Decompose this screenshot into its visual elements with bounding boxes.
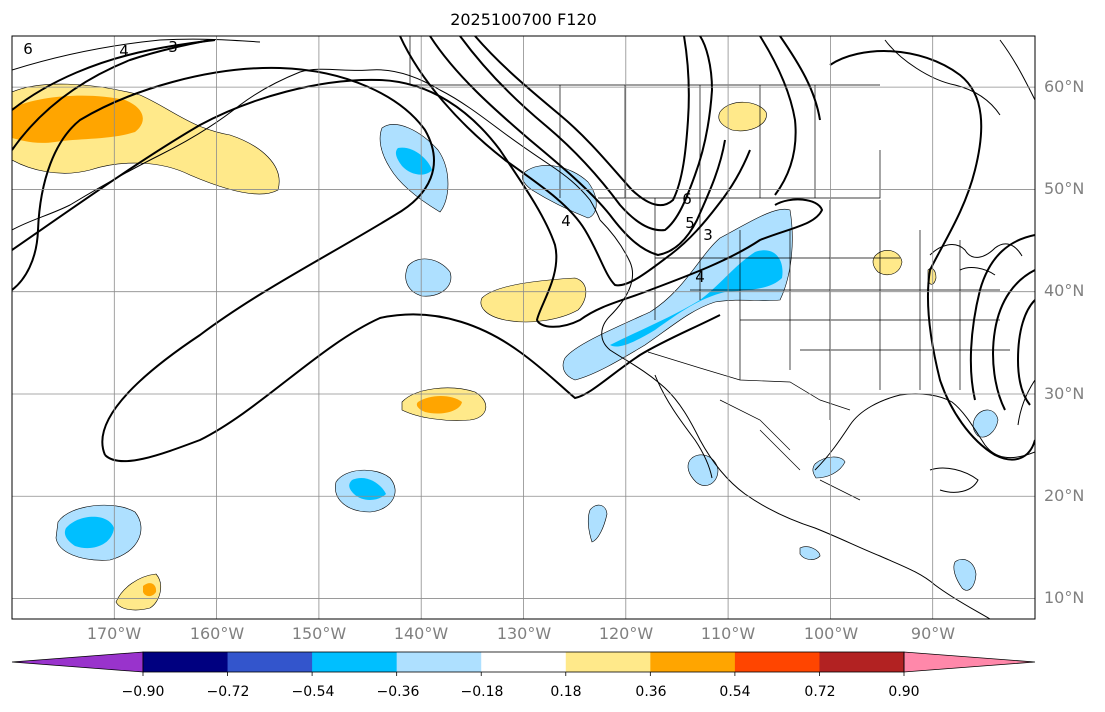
lon-label: 140°W: [393, 624, 449, 643]
canada-provinces: [559, 84, 880, 198]
colorbar-frame: [142, 651, 905, 673]
lon-label: 130°W: [496, 624, 552, 643]
contours: [12, 36, 1035, 463]
canada-us-border: [598, 150, 881, 199]
map-frame: [11, 35, 1036, 620]
coastlines: [12, 38, 1035, 619]
contour-ridge-east: [759, 36, 821, 196]
mexico-states: [719, 399, 861, 501]
borders: [409, 36, 1010, 501]
contour-label: 6: [682, 190, 692, 208]
contour-label: 3: [703, 226, 713, 244]
shade-orange-bering: [12, 95, 143, 143]
map-title: 2025100700 F120: [450, 10, 597, 29]
shade-orange-10n: [143, 583, 157, 597]
contour-trough-5: [474, 36, 690, 207]
lon-label: 110°W: [700, 624, 756, 643]
colorbar-segment: [396, 652, 482, 672]
colorbar-segment: [819, 652, 905, 672]
colorbar-segment: [143, 652, 229, 672]
colorbar-tick-label: −0.36: [376, 684, 420, 700]
colorbar-tick-label: −0.72: [206, 684, 250, 700]
baja: [654, 374, 713, 479]
lon-label: 160°W: [189, 624, 245, 643]
shade-blue-pacific-2: [587, 504, 608, 543]
lon-label: 120°W: [598, 624, 654, 643]
colorbar-segment: [227, 652, 313, 672]
colorbar-extension-high: [903, 651, 1036, 673]
contour-label: 4: [695, 268, 705, 286]
shade-blue-west: [562, 208, 793, 381]
shade-blue-bc: [522, 165, 597, 219]
contour-trough-4: [459, 36, 714, 232]
contour-trough-1: [12, 78, 824, 328]
contour-label: 4: [119, 42, 129, 60]
contour-north-loop: [829, 50, 1035, 461]
lat-label: 60°N: [1044, 77, 1085, 96]
colorbar-tick-label: 0.18: [550, 684, 582, 700]
shade-yellow-midwest: [872, 250, 903, 275]
shade-blue-central-am: [953, 559, 977, 591]
colorbar-tick-label: 0.90: [888, 684, 920, 700]
contour-label: 5: [685, 214, 695, 232]
shade-orange-30n: [416, 396, 462, 414]
hudson-bay: [884, 39, 1001, 116]
contour-trough-2: [399, 36, 751, 287]
gulf-of-mexico-coast: [814, 393, 1035, 471]
shade-deepblue-sw: [64, 516, 114, 549]
canada-islands: [999, 39, 1035, 101]
shade-deepblue-20n: [349, 477, 386, 500]
contour-label: 6: [23, 40, 33, 58]
gridlines: [12, 36, 1035, 619]
colorbar-segment: [565, 652, 651, 672]
contour-label: 3: [168, 38, 178, 56]
yucatan: [929, 467, 979, 493]
colorbar-tick-label: 0.54: [719, 684, 751, 700]
lat-label: 20°N: [1044, 486, 1085, 505]
shade-yellow-alaska: [718, 101, 767, 132]
shade-blue-pacific-3: [799, 546, 821, 560]
lon-label: 100°W: [803, 624, 859, 643]
shade-yellow-california: [480, 277, 587, 323]
shade-blue-mexico-2: [812, 456, 846, 479]
lat-label: 10°N: [1044, 588, 1085, 607]
colorbar-tick-label: −0.90: [121, 684, 165, 700]
lat-label: 50°N: [1044, 179, 1085, 198]
contour-bering-2: [12, 39, 211, 151]
lon-label: 170°W: [86, 624, 142, 643]
shade-deepblue-gulf: [395, 147, 432, 175]
contour-labels: 6 4 3 4 6 5 4 3: [23, 38, 713, 286]
north-coast: [12, 38, 261, 71]
contour-pacific-low: [104, 313, 721, 463]
shade-blue-pacific-1: [405, 258, 452, 297]
colorbar-tick-label: 0.72: [804, 684, 836, 700]
lat-label: 30°N: [1044, 384, 1085, 403]
colorbar-segment: [734, 652, 820, 672]
us-mexico-border: [647, 351, 851, 411]
lon-label: 90°W: [910, 624, 956, 643]
florida: [1017, 379, 1035, 426]
colorbar-extension-low: [11, 651, 144, 673]
contour-trough-3: [429, 36, 726, 257]
contour-label: 4: [561, 212, 571, 230]
lon-label: 150°W: [291, 624, 347, 643]
colorbar-segment: [481, 652, 567, 672]
alaska-coast: [12, 68, 601, 231]
bc-coast: [599, 219, 991, 619]
shaded-anomalies: [12, 83, 999, 611]
contour-big-loop: [12, 66, 435, 456]
shade-deepblue-west: [610, 250, 783, 347]
colorbar: [11, 651, 1036, 676]
lat-label: 40°N: [1044, 281, 1085, 300]
colorbar-tick-label: −0.18: [460, 684, 504, 700]
colorbar-segment: [650, 652, 736, 672]
shade-yellow-10n: [115, 573, 161, 611]
colorbar-tick-label: 0.36: [635, 684, 667, 700]
shade-blue-mexico-1: [687, 454, 719, 486]
colorbar-segment: [312, 652, 398, 672]
colorbar-tick-label: −0.54: [291, 684, 335, 700]
